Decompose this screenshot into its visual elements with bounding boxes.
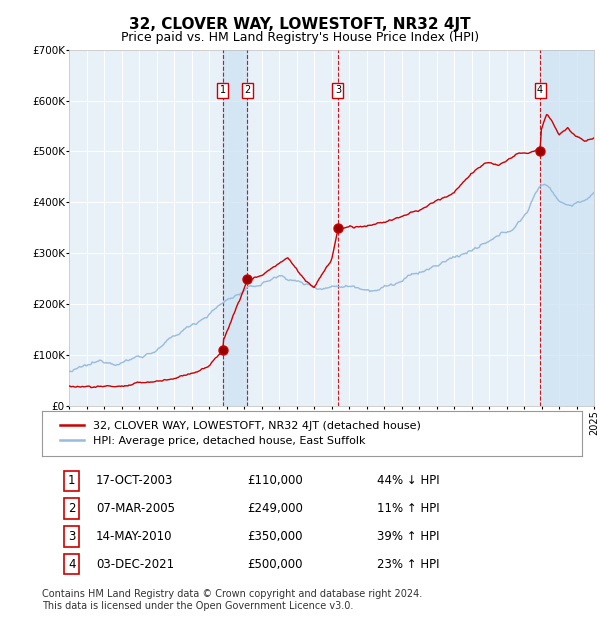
Text: Price paid vs. HM Land Registry's House Price Index (HPI): Price paid vs. HM Land Registry's House … bbox=[121, 31, 479, 44]
Text: 3: 3 bbox=[68, 530, 76, 543]
Text: £350,000: £350,000 bbox=[247, 530, 303, 543]
Text: Contains HM Land Registry data © Crown copyright and database right 2024.
This d: Contains HM Land Registry data © Crown c… bbox=[42, 589, 422, 611]
Bar bbox=[223, 50, 247, 406]
Text: 32, CLOVER WAY, LOWESTOFT, NR32 4JT: 32, CLOVER WAY, LOWESTOFT, NR32 4JT bbox=[129, 17, 471, 32]
Text: 11% ↑ HPI: 11% ↑ HPI bbox=[377, 502, 439, 515]
Text: 03-DEC-2021: 03-DEC-2021 bbox=[96, 558, 174, 571]
Text: £249,000: £249,000 bbox=[247, 502, 303, 515]
Text: 2: 2 bbox=[68, 502, 76, 515]
Text: 14-MAY-2010: 14-MAY-2010 bbox=[96, 530, 173, 543]
Text: 1: 1 bbox=[220, 86, 226, 95]
Bar bbox=[540, 50, 594, 406]
Text: 4: 4 bbox=[68, 558, 76, 571]
Text: 4: 4 bbox=[537, 86, 543, 95]
Text: 39% ↑ HPI: 39% ↑ HPI bbox=[377, 530, 439, 543]
Text: £110,000: £110,000 bbox=[247, 474, 303, 487]
Text: 07-MAR-2005: 07-MAR-2005 bbox=[96, 502, 175, 515]
Text: 23% ↑ HPI: 23% ↑ HPI bbox=[377, 558, 439, 571]
Text: 17-OCT-2003: 17-OCT-2003 bbox=[96, 474, 173, 487]
Text: 3: 3 bbox=[335, 86, 341, 95]
Text: £500,000: £500,000 bbox=[247, 558, 303, 571]
Text: 44% ↓ HPI: 44% ↓ HPI bbox=[377, 474, 439, 487]
Text: 2: 2 bbox=[244, 86, 250, 95]
Text: 1: 1 bbox=[68, 474, 76, 487]
Legend: 32, CLOVER WAY, LOWESTOFT, NR32 4JT (detached house), HPI: Average price, detach: 32, CLOVER WAY, LOWESTOFT, NR32 4JT (det… bbox=[53, 414, 427, 453]
